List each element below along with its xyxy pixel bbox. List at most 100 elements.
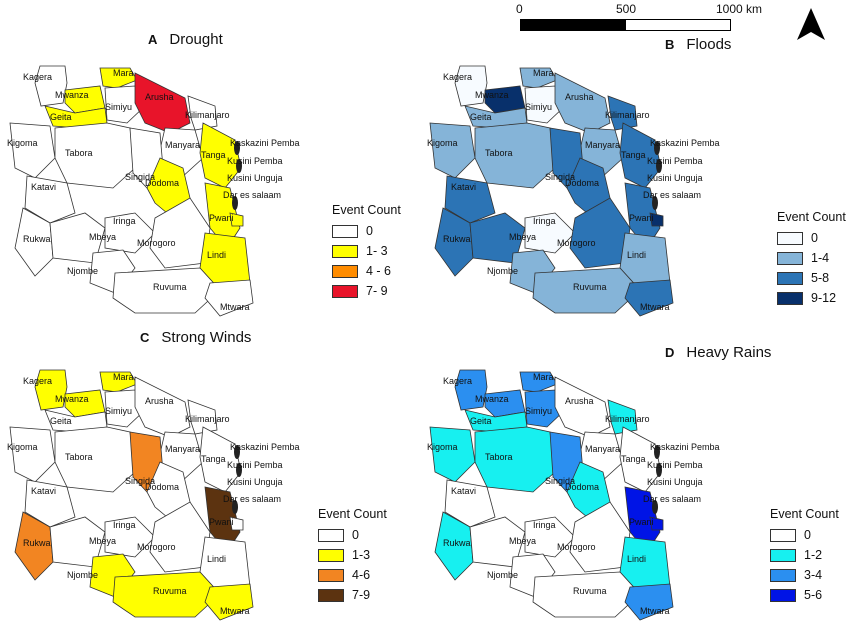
label-kaskazini-pemba: Kaskazini Pemba — [230, 138, 300, 148]
panel-title-text: Strong Winds — [161, 329, 252, 346]
region-katavi — [444, 479, 496, 528]
label-morogoro: Morogoro — [137, 542, 176, 552]
label-pwani: Pwani — [629, 213, 654, 223]
region-mbeya — [49, 212, 106, 264]
label-kilimanjaro: Kilimanjaro — [605, 110, 650, 120]
label-tanga: Tanga — [201, 150, 226, 160]
drought-legend: Event Count 0 1- 3 4 - 6 7- 9 — [332, 203, 401, 301]
panel-letter: A — [148, 32, 158, 47]
label-geita: Geita — [50, 112, 72, 122]
label-ruvuma: Ruvuma — [153, 282, 187, 292]
legend-swatch — [332, 244, 358, 258]
label-iringa: Iringa — [113, 216, 136, 226]
legend-swatch — [332, 264, 358, 278]
legend-title: Event Count — [770, 507, 839, 521]
label-tanga: Tanga — [621, 454, 646, 464]
label-mwanza: Mwanza — [475, 90, 509, 100]
region-iringa — [104, 212, 156, 254]
label-geita: Geita — [470, 416, 492, 426]
label-simiyu: Simiyu — [105, 406, 132, 416]
label-kagera: Kagera — [23, 72, 52, 82]
label-rukwa: Rukwa — [443, 234, 471, 244]
legend-item: 0 — [318, 525, 387, 545]
label-manyara: Manyara — [165, 140, 200, 150]
floods-legend: Event Count 0 1-4 5-8 9-12 — [777, 210, 846, 308]
label-kusini-unguja: Kusini Unguja — [227, 477, 283, 487]
region-iringa — [524, 212, 576, 254]
legend-item: 5-8 — [777, 268, 846, 288]
label-njombe: Njombe — [487, 570, 518, 580]
region-arusha — [554, 376, 611, 438]
legend-swatch — [318, 528, 344, 542]
label-dodoma: Dodoma — [565, 178, 599, 188]
label-singida: Singida — [545, 476, 575, 486]
label-kigoma: Kigoma — [7, 138, 38, 148]
legend-label: 1-4 — [811, 251, 830, 265]
region-mara — [519, 67, 558, 89]
label-mara: Mara — [533, 68, 554, 78]
region-morogoro — [149, 501, 211, 573]
region-ruvuma — [112, 267, 221, 314]
label-kaskazini-pemba: Kaskazini Pemba — [650, 138, 720, 148]
label-dar-es-salaam: Dar es salaam — [643, 190, 701, 200]
region-dar-es-salaam — [649, 212, 664, 227]
legend-item: 3-4 — [770, 565, 839, 585]
floods-panel-title: B Floods — [665, 36, 731, 53]
label-mwanza: Mwanza — [475, 394, 509, 404]
region-ruvuma — [532, 571, 641, 618]
label-kusini-unguja: Kusini Unguja — [647, 173, 703, 183]
label-mtwara: Mtwara — [220, 606, 250, 616]
legend-swatch — [318, 568, 344, 582]
label-ruvuma: Ruvuma — [153, 586, 187, 596]
legend-title: Event Count — [777, 210, 846, 224]
region-dar-es-salaam — [229, 212, 244, 227]
label-dar-es-salaam: Dar es salaam — [223, 494, 281, 504]
label-rukwa: Rukwa — [443, 538, 471, 548]
label-kilimanjaro: Kilimanjaro — [605, 414, 650, 424]
label-mtwara: Mtwara — [220, 302, 250, 312]
region-mtwara — [204, 279, 254, 317]
label-mtwara: Mtwara — [640, 606, 670, 616]
island-1 — [236, 159, 242, 173]
label-mbeya: Mbeya — [509, 232, 536, 242]
label-njombe: Njombe — [487, 266, 518, 276]
label-kigoma: Kigoma — [427, 138, 458, 148]
floods-map-svg: Kagera Mara Arusha Kilimanjaro Mwanza Geita Si… — [427, 65, 720, 317]
label-kusini-pemba: Kusini Pemba — [227, 156, 283, 166]
legend-item: 1-4 — [777, 248, 846, 268]
label-rukwa: Rukwa — [23, 538, 51, 548]
label-ruvuma: Ruvuma — [573, 586, 607, 596]
region-arusha — [134, 72, 191, 134]
label-kusini-unguja: Kusini Unguja — [227, 173, 283, 183]
legend-item: 0 — [777, 228, 846, 248]
label-tabora: Tabora — [65, 148, 93, 158]
label-kusini-pemba: Kusini Pemba — [647, 460, 703, 470]
legend-swatch — [770, 588, 796, 602]
label-morogoro: Morogoro — [557, 238, 596, 248]
region-katavi — [24, 175, 76, 224]
island-1 — [656, 463, 662, 477]
label-lindi: Lindi — [207, 554, 226, 564]
label-mara: Mara — [113, 68, 134, 78]
legend-swatch — [770, 528, 796, 542]
legend-label: 3-4 — [804, 568, 823, 582]
label-simiyu: Simiyu — [525, 406, 552, 416]
legend-item: 9-12 — [777, 288, 846, 308]
label-pwani: Pwani — [209, 517, 234, 527]
legend-title: Event Count — [318, 507, 387, 521]
label-tanga: Tanga — [621, 150, 646, 160]
label-lindi: Lindi — [207, 250, 226, 260]
label-mbeya: Mbeya — [89, 536, 116, 546]
legend-item: 7- 9 — [332, 281, 401, 301]
label-morogoro: Morogoro — [137, 238, 176, 248]
legend-item: 1-2 — [770, 545, 839, 565]
label-kagera: Kagera — [443, 72, 472, 82]
region-mtwara — [624, 583, 674, 621]
label-kagera: Kagera — [23, 376, 52, 386]
legend-swatch — [332, 224, 358, 238]
legend-item: 0 — [332, 221, 401, 241]
panel-letter: B — [665, 37, 675, 52]
label-kilimanjaro: Kilimanjaro — [185, 414, 230, 424]
label-singida: Singida — [545, 172, 575, 182]
label-ruvuma: Ruvuma — [573, 282, 607, 292]
